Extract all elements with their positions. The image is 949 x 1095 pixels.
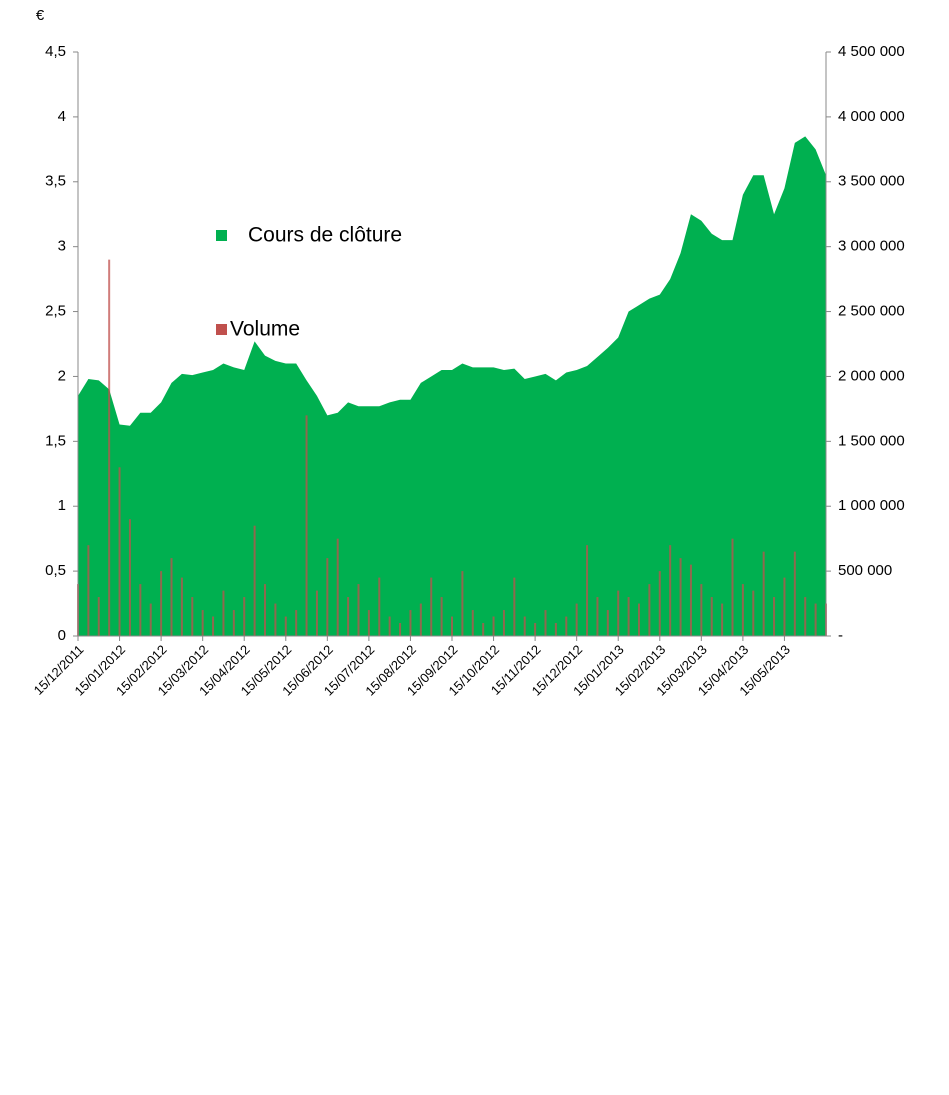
volume-bar [451, 616, 453, 636]
legend-label: Volume [230, 318, 300, 341]
volume-bar [222, 590, 225, 636]
volume-bar [139, 584, 142, 636]
volume-bar [793, 551, 796, 636]
volume-bar [315, 590, 318, 636]
volume-bar [617, 590, 620, 636]
volume-bar [440, 597, 443, 636]
volume-bar [596, 597, 599, 636]
y-tick-label: 1 [58, 497, 66, 514]
y-tick-label: 2 [58, 367, 66, 384]
volume-bar [554, 623, 557, 636]
volume-bar [295, 610, 298, 636]
y2-tick-label: 4 000 000 [838, 108, 905, 125]
y2-tick-label: 2 500 000 [838, 303, 905, 320]
volume-bar [679, 558, 682, 636]
volume-bar [232, 610, 235, 636]
y2-tick-label: 500 000 [838, 562, 892, 579]
volume-bar [284, 616, 287, 636]
volume-bar [388, 616, 391, 636]
y-tick-label: 1,5 [45, 432, 66, 449]
volume-bar [357, 584, 360, 636]
volume-bar [700, 584, 703, 636]
y-tick-label: 0 [58, 627, 66, 644]
volume-bar [243, 597, 246, 636]
volume-bar [502, 610, 505, 636]
volume-bar [274, 603, 277, 636]
volume-bar [606, 610, 609, 636]
volume-bar [762, 551, 765, 636]
y2-tick-label: - [838, 627, 843, 644]
y2-tick-label: 4 500 000 [838, 43, 905, 60]
y-tick-label: 4 [58, 108, 66, 125]
volume-bar [108, 259, 111, 636]
volume-bar [149, 603, 152, 636]
y2-tick-label: 1 500 000 [838, 432, 905, 449]
volume-bar [534, 623, 537, 636]
volume-bar [347, 597, 350, 636]
volume-bar [430, 577, 433, 636]
volume-bar [97, 597, 100, 636]
y-tick-label: 3,5 [45, 173, 66, 190]
volume-bar [710, 597, 713, 636]
volume-bar [575, 603, 578, 636]
volume-bar [191, 597, 194, 636]
y-tick-label: 0,5 [45, 562, 66, 579]
y2-tick-label: 2 000 000 [838, 367, 905, 384]
price-area [78, 136, 826, 636]
volume-bar [586, 545, 589, 636]
volume-bar [638, 603, 640, 636]
volume-bar [118, 467, 121, 636]
volume-bar [773, 597, 776, 636]
volume-bar [212, 616, 215, 636]
y-tick-label: 2,5 [45, 303, 66, 320]
y2-tick-label: 3 000 000 [838, 238, 905, 255]
y-tick-label: 4,5 [45, 43, 66, 60]
volume-bar [658, 571, 661, 636]
volume-bar [253, 525, 256, 636]
volume-bar [689, 564, 692, 636]
volume-bar [513, 577, 516, 636]
volume-bar [544, 610, 547, 636]
volume-bar [804, 597, 807, 636]
volume-bar [482, 623, 485, 636]
volume-bar [471, 610, 474, 636]
volume-bar [461, 571, 464, 636]
volume-bar [669, 545, 672, 636]
volume-bar [305, 415, 308, 636]
volume-bar [752, 590, 755, 636]
volume-bar [814, 603, 817, 636]
volume-bar [419, 603, 422, 636]
volume-bar [128, 519, 131, 636]
volume-bar [783, 577, 786, 636]
volume-bar [409, 610, 412, 636]
volume-bar [87, 545, 90, 636]
legend-label: Cours de clôture [248, 224, 402, 247]
volume-bar [627, 597, 630, 636]
volume-bar [336, 538, 339, 636]
volume-bar [731, 538, 734, 636]
volume-bar [201, 610, 204, 636]
volume-bar [399, 623, 402, 636]
volume-bar [378, 577, 381, 636]
volume-bar [367, 610, 370, 636]
y-axis-label: € [36, 7, 45, 24]
volume-bar [741, 584, 744, 636]
volume-bar [326, 558, 329, 636]
y2-tick-label: 1 000 000 [838, 497, 905, 514]
volume-bar [721, 603, 724, 636]
volume-bar [160, 571, 163, 636]
y-tick-label: 3 [58, 238, 66, 255]
legend-swatch [216, 230, 227, 241]
volume-bar [523, 616, 526, 636]
y2-tick-label: 3 500 000 [838, 173, 905, 190]
volume-bar [648, 584, 651, 636]
volume-bar [180, 577, 183, 636]
legend-swatch [216, 324, 227, 335]
volume-bar [264, 584, 266, 636]
volume-bar [492, 616, 495, 636]
volume-bar [170, 558, 173, 636]
volume-bar [565, 616, 568, 636]
